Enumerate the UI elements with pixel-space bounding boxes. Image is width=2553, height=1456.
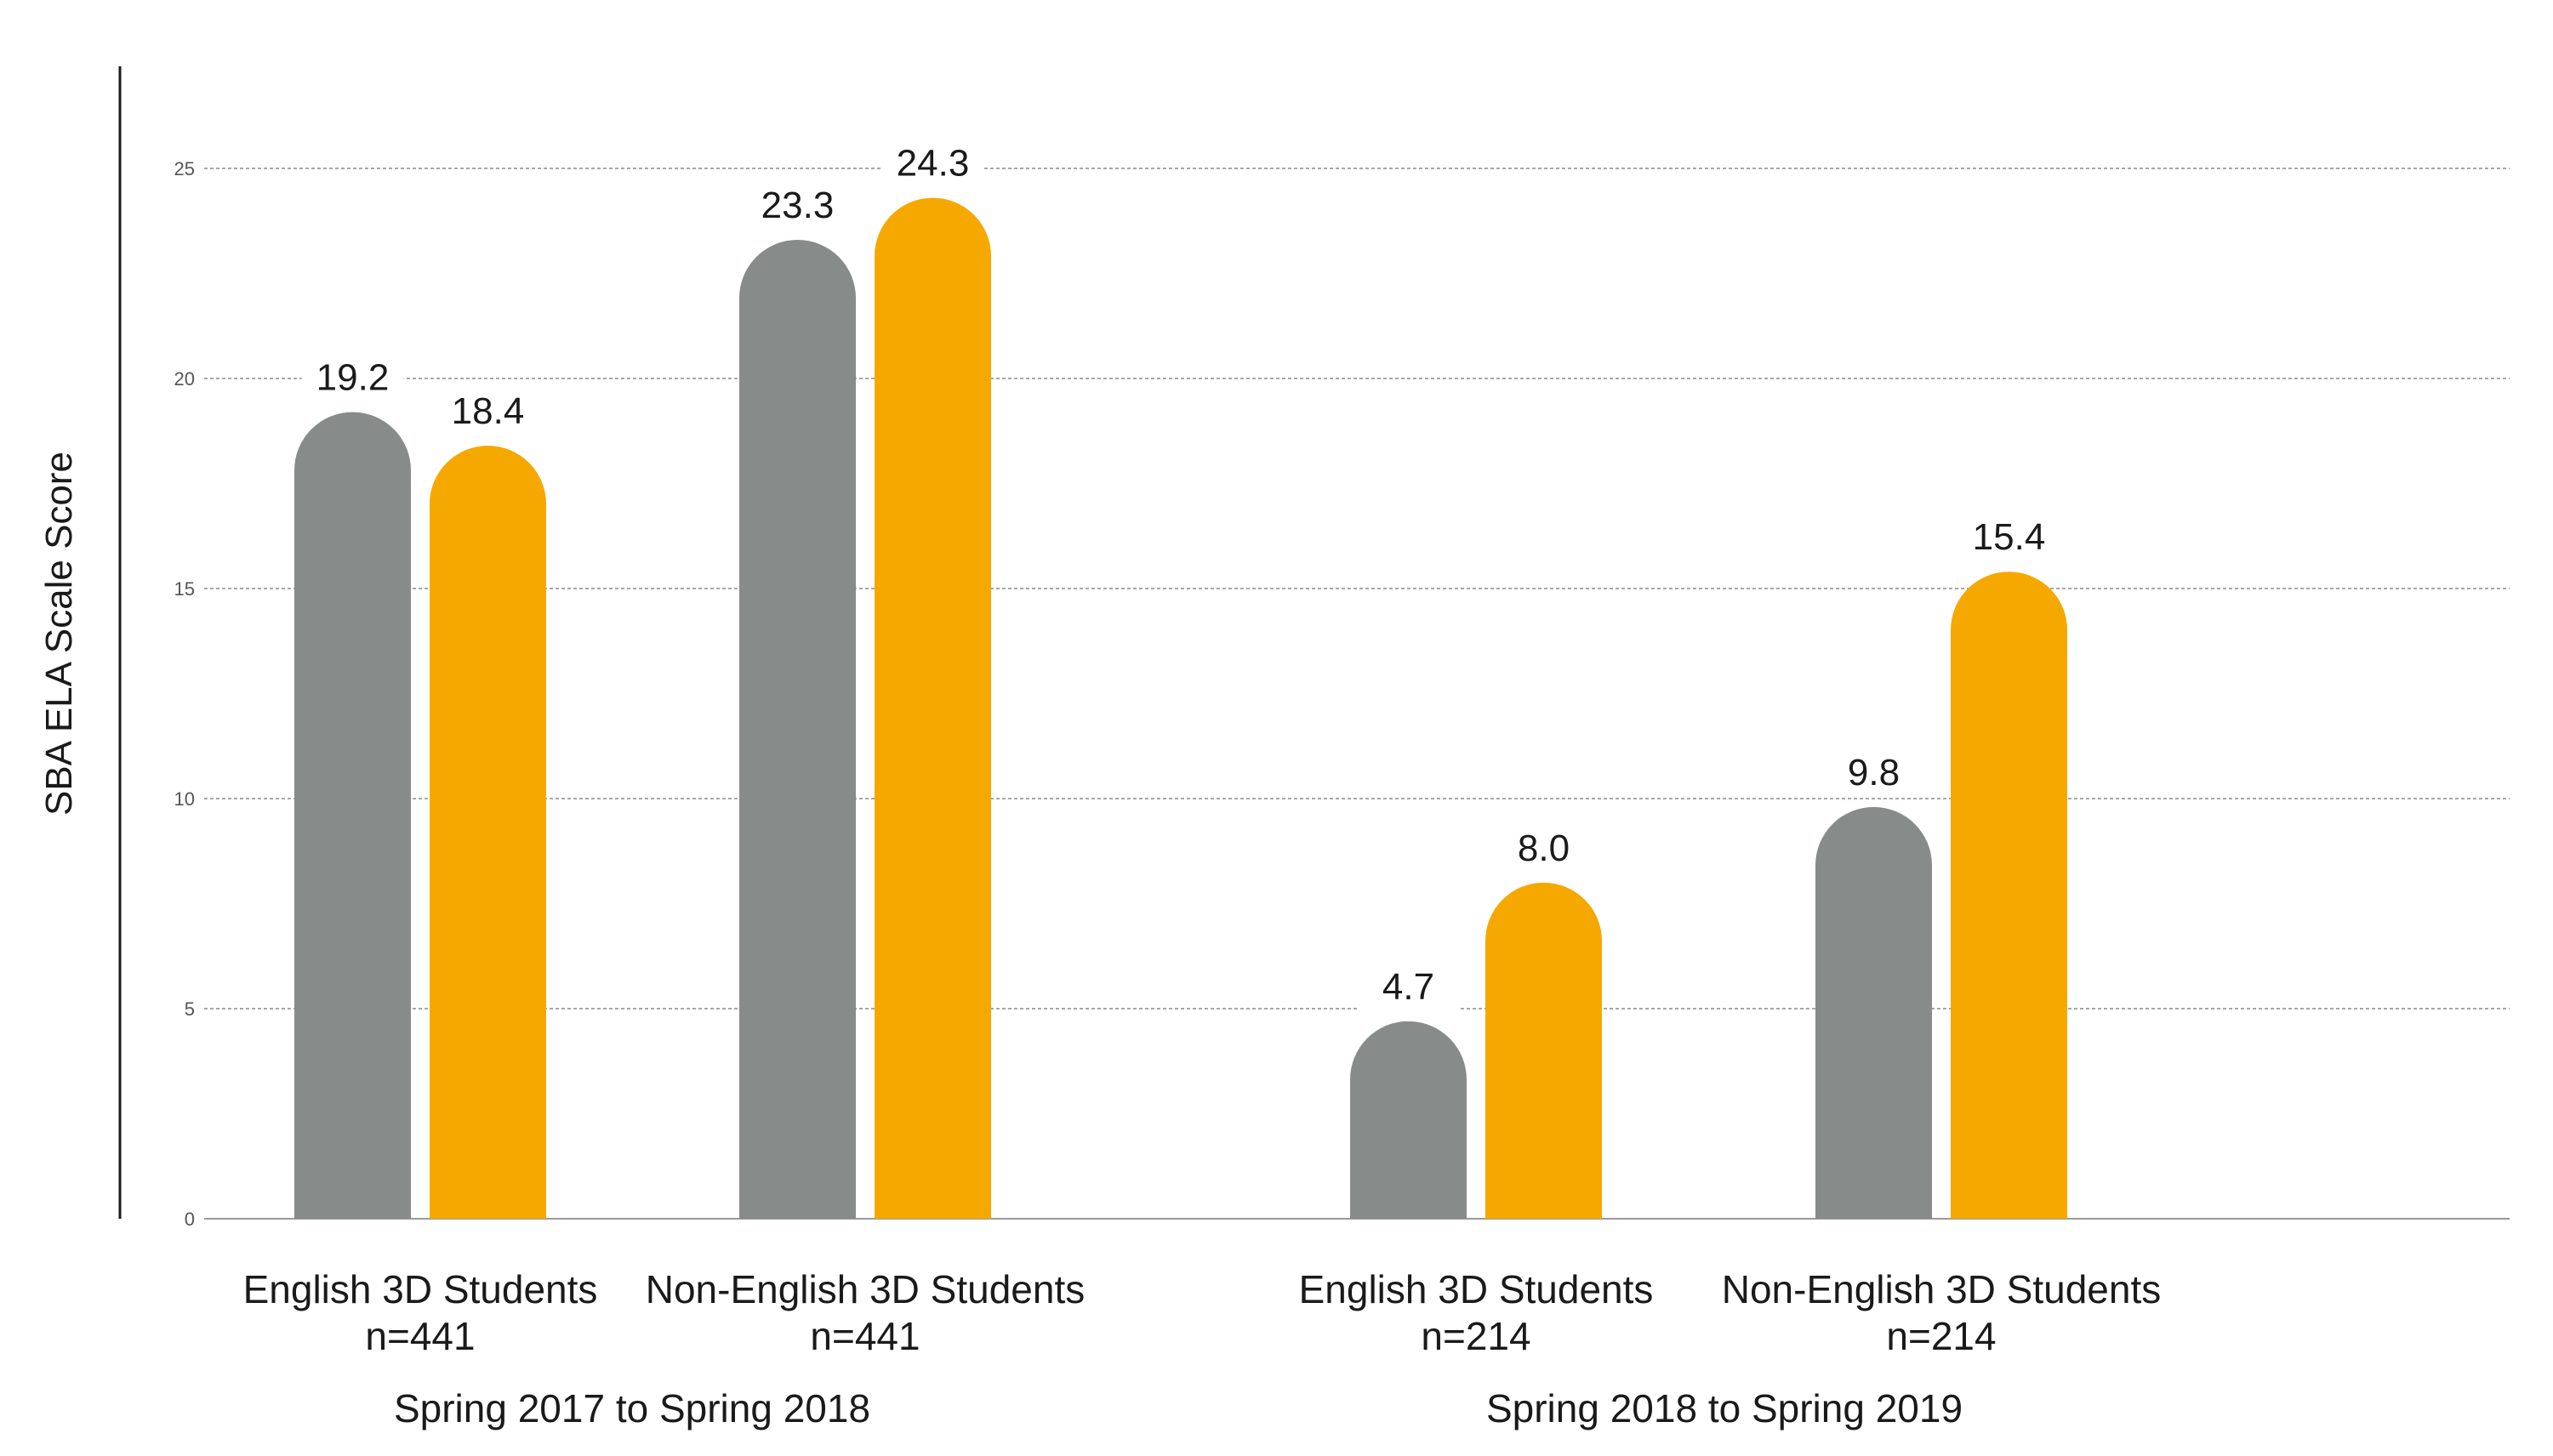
category-label: Non-English 3D Students <box>646 1267 1086 1311</box>
bar-group2-cat1-series1 <box>1350 1021 1467 1219</box>
bar-group1-cat2-series1 <box>739 239 856 1220</box>
category-n-label: n=441 <box>365 1314 475 1358</box>
value-label: 23.3 <box>761 185 835 226</box>
value-label-background <box>746 183 849 230</box>
y-tick-label: 20 <box>174 368 195 390</box>
value-label-background <box>1492 826 1595 873</box>
value-label-background <box>881 141 984 188</box>
value-label-background <box>301 355 404 402</box>
category-label: Non-English 3D Students <box>1722 1267 2162 1311</box>
value-label: 19.2 <box>316 357 390 399</box>
value-label-background <box>1357 964 1460 1011</box>
value-label-background <box>436 390 539 436</box>
category-label: English 3D Students <box>1299 1267 1654 1311</box>
bar-group2-cat2-series2 <box>1951 572 2067 1219</box>
value-label-background <box>1957 515 2060 562</box>
category-label: English 3D Students <box>243 1267 598 1311</box>
value-label-background <box>1822 750 1925 797</box>
bar-group1-cat2-series2 <box>875 197 991 1220</box>
bar-group2-cat1-series2 <box>1485 882 1602 1219</box>
bar-group1-cat1-series2 <box>430 446 546 1219</box>
group-label: Spring 2018 to Spring 2019 <box>1486 1386 1963 1430</box>
bar-group2-cat2-series1 <box>1815 806 1932 1219</box>
value-label: 8.0 <box>1518 828 1570 869</box>
value-label: 4.7 <box>1382 966 1434 1008</box>
y-tick-label: 5 <box>185 998 195 1020</box>
value-label: 15.4 <box>1973 516 2046 558</box>
axes: 0 5 10 15 20 25 SBA ELA Scale Score <box>38 66 2510 1230</box>
value-label: 9.8 <box>1848 752 1900 793</box>
y-tick-label: 10 <box>174 788 195 810</box>
category-n-label: n=214 <box>1421 1314 1530 1358</box>
category-n-label: n=214 <box>1886 1314 1996 1358</box>
bars <box>294 197 2067 1220</box>
y-axis-title: SBA ELA Scale Score <box>38 452 80 816</box>
y-tick-label: 15 <box>174 578 195 600</box>
bar-group1-cat1-series1 <box>294 412 411 1219</box>
value-label: 24.3 <box>897 143 970 185</box>
value-label: 18.4 <box>452 390 525 432</box>
gridlines <box>204 168 2510 1010</box>
category-n-label: n=441 <box>810 1314 920 1358</box>
group-label: Spring 2017 to Spring 2018 <box>394 1386 870 1430</box>
y-tick-label: 25 <box>174 158 195 179</box>
y-tick-label: 0 <box>185 1209 195 1230</box>
